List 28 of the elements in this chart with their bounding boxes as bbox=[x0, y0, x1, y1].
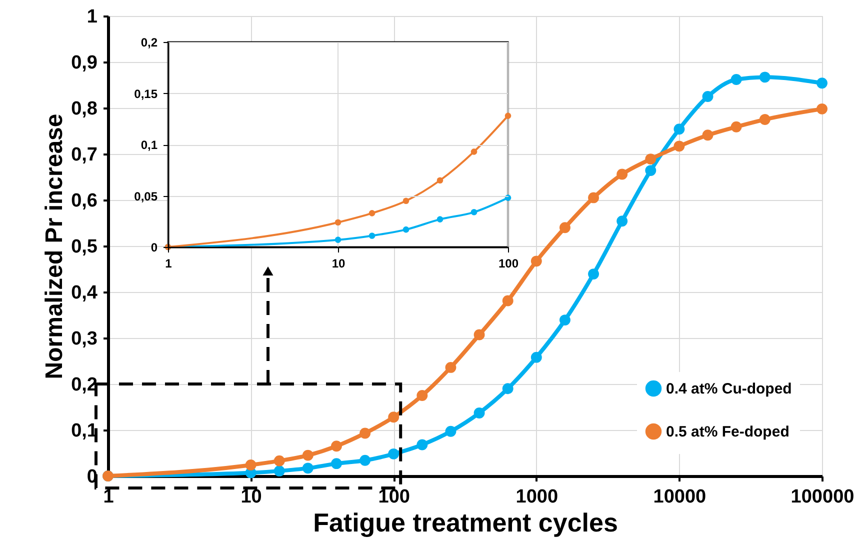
y-tick-label: 0,6 bbox=[71, 190, 98, 212]
legend-label: 0.4 at% Cu-doped bbox=[666, 380, 792, 398]
x-tick-label: 100 bbox=[378, 486, 410, 508]
legend-label: 0.5 at% Fe-doped bbox=[666, 424, 790, 440]
y-tick-label: 0,9 bbox=[71, 52, 98, 74]
x-tick-label: 10 bbox=[240, 486, 262, 508]
y-tick-label: 0,1 bbox=[140, 138, 158, 152]
x-tick-label: 1 bbox=[165, 256, 172, 270]
y-tick-label: 0,4 bbox=[71, 282, 98, 304]
y-tick-label: 0,7 bbox=[71, 144, 98, 166]
y-tick-label: 0,15 bbox=[134, 86, 158, 101]
x-tick-label: 1000 bbox=[516, 486, 558, 508]
x-tick-label: 1 bbox=[103, 486, 114, 508]
y-tick-label: 0 bbox=[150, 240, 158, 254]
y-axis-title: Normalized Pr increase bbox=[41, 114, 68, 380]
y-tick-label: 0,2 bbox=[140, 36, 158, 50]
y-tick-label: 0,1 bbox=[71, 420, 98, 442]
y-tick-label: 0,8 bbox=[71, 98, 98, 120]
x-tick-label: 10000 bbox=[653, 486, 706, 508]
x-tick-label: 10 bbox=[332, 256, 346, 270]
y-tick-label: 1 bbox=[86, 6, 98, 28]
x-axis-title: Fatigue treatment cycles bbox=[313, 508, 618, 538]
y-tick-label: 0,3 bbox=[71, 328, 98, 350]
y-tick-label: 0,5 bbox=[71, 236, 98, 258]
x-tick-label: 100000 bbox=[790, 486, 854, 508]
y-tick-label: 0,05 bbox=[134, 189, 158, 204]
y-tick-label: 0,2 bbox=[71, 374, 98, 396]
x-tick-label: 100 bbox=[498, 256, 519, 270]
